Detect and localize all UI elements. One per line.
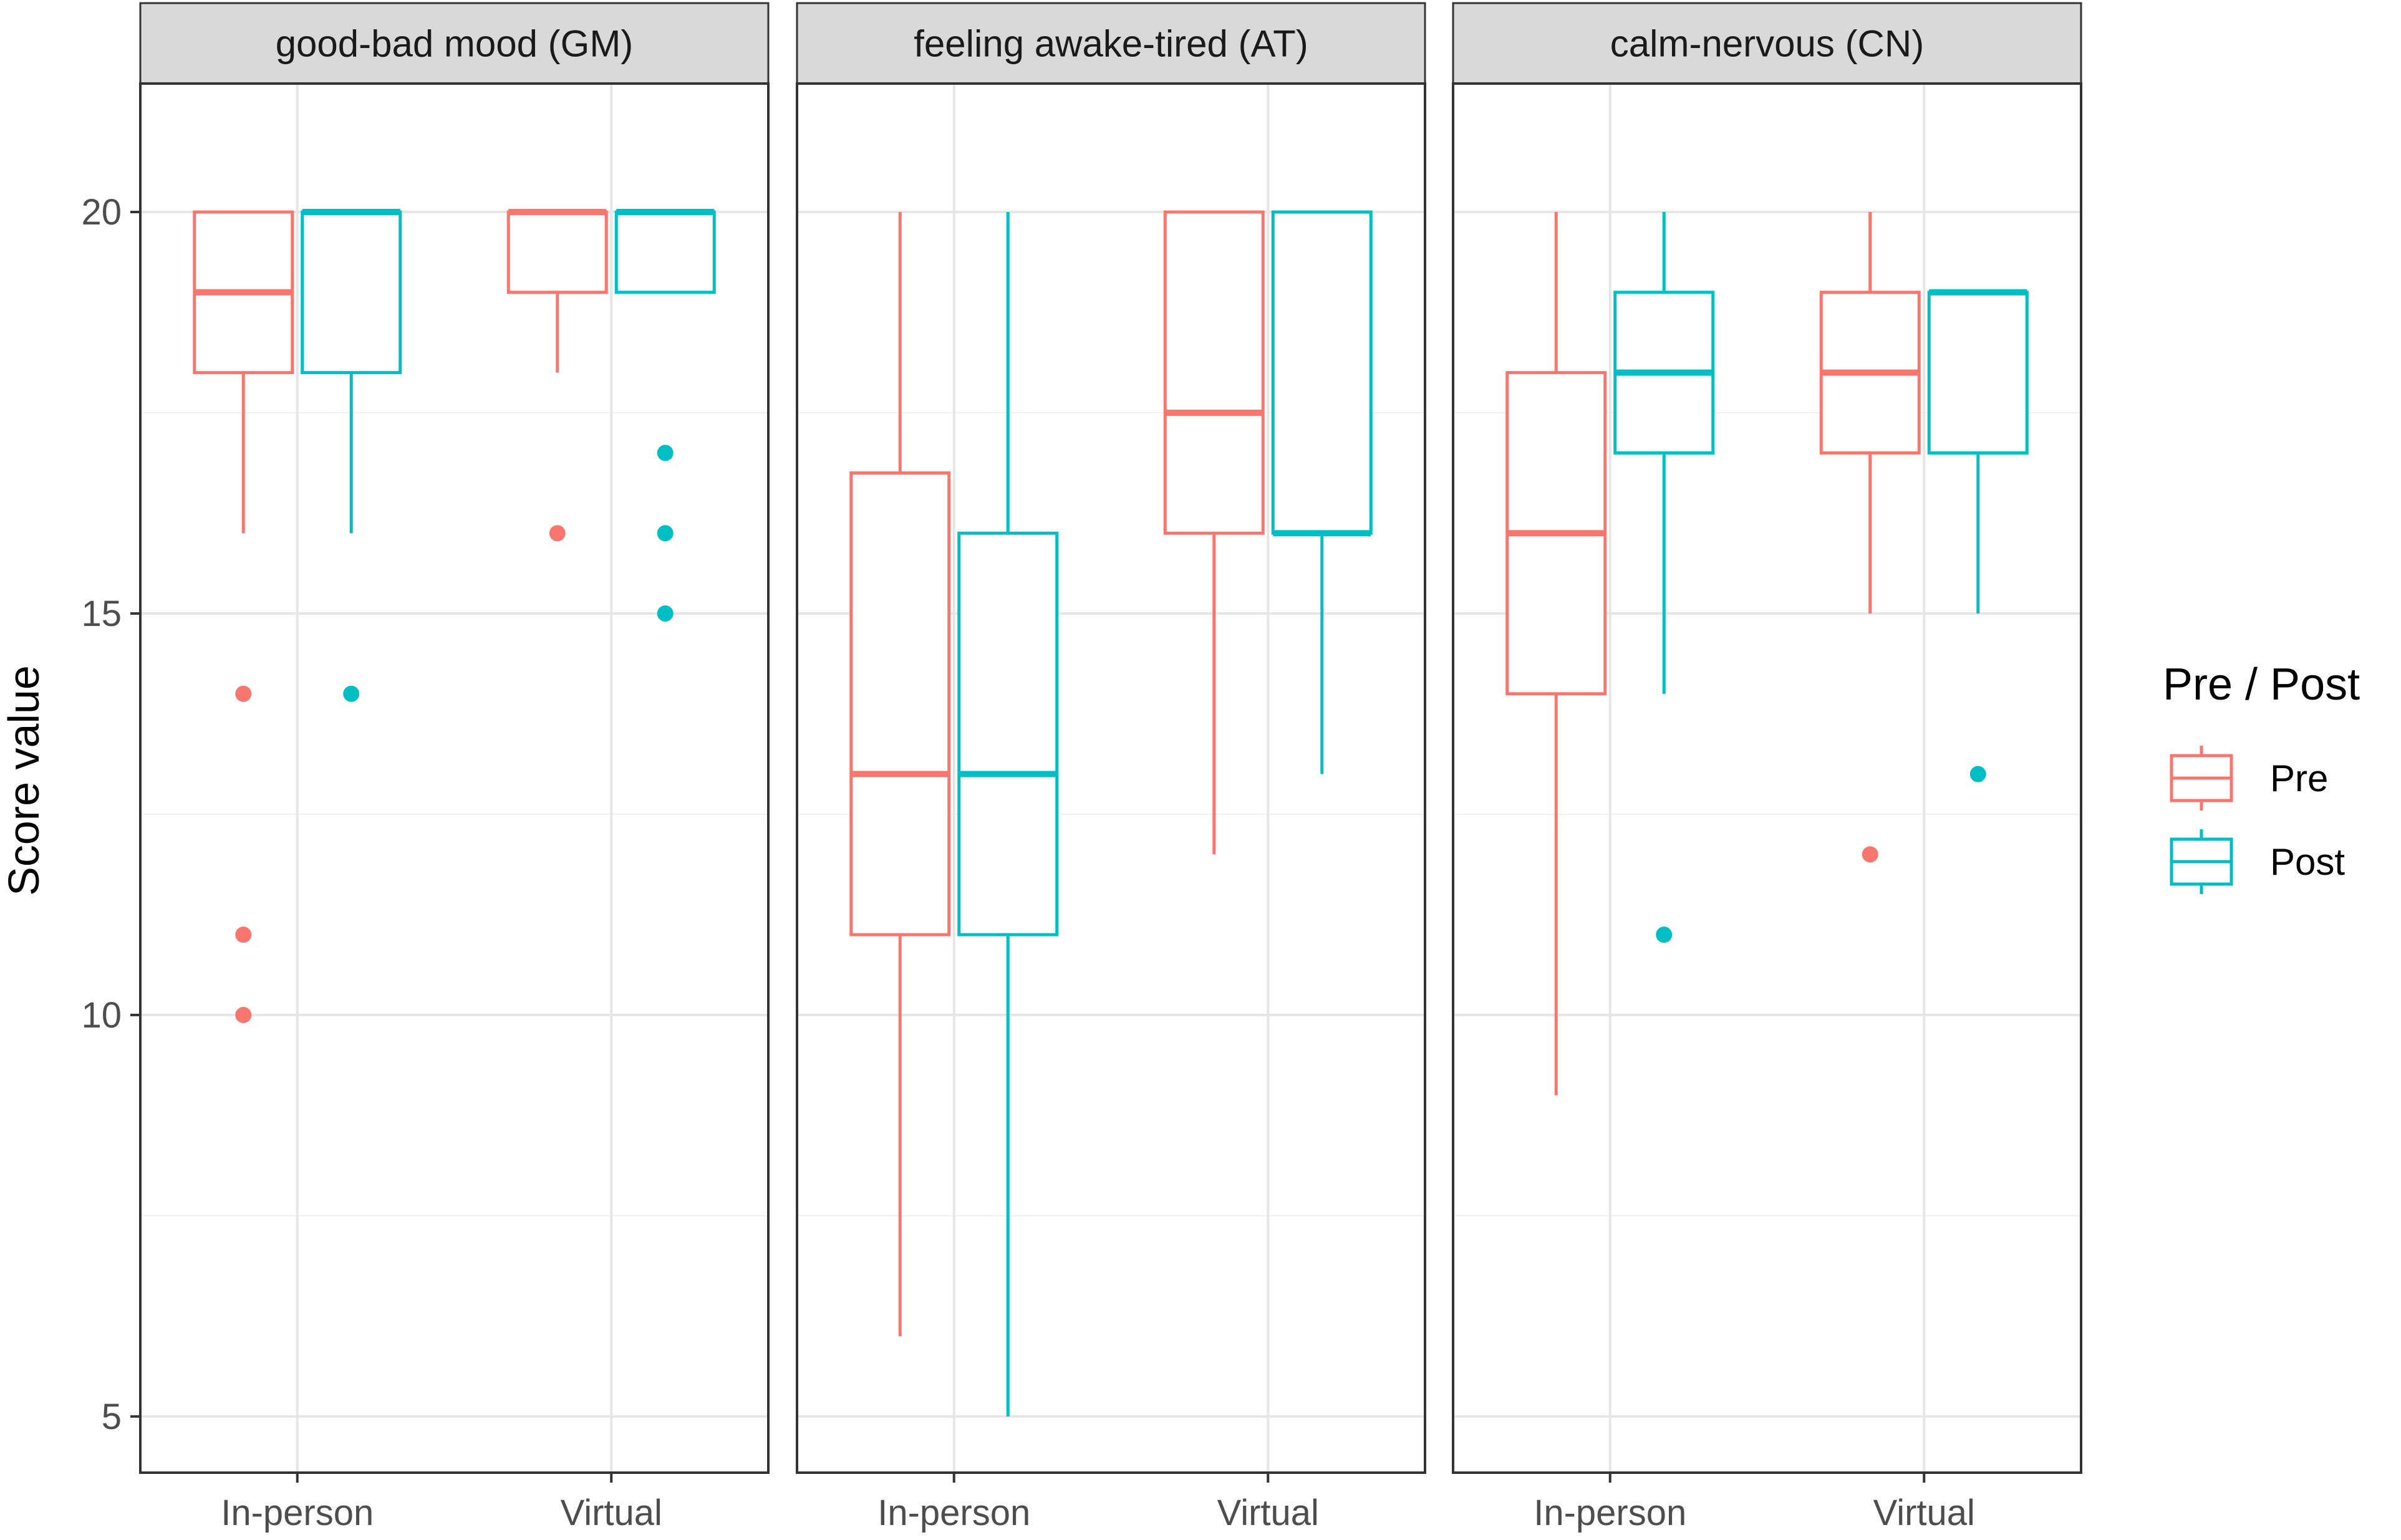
box-iqr (1927, 291, 2029, 455)
box-iqr (614, 210, 716, 294)
x-tick-label: In-person (1534, 1493, 1686, 1533)
panel-border (796, 82, 1426, 1474)
panel-strip (1452, 2, 2082, 85)
outlier-point (657, 605, 674, 622)
panel-border (139, 82, 770, 1474)
legend: Pre Post (2170, 746, 2345, 894)
box-inperson-post (301, 209, 402, 702)
box-inperson-pre (193, 210, 294, 1023)
outlier-point (343, 685, 360, 702)
outlier-point (235, 926, 252, 943)
outlier-point (657, 445, 674, 461)
legend-title: Pre / Post (2163, 660, 2360, 710)
x-tick-label: Virtual (561, 1493, 662, 1533)
y-tick-label: 5 (102, 1397, 122, 1437)
box-virtual-pre (1819, 212, 1921, 863)
outlier-point (1656, 926, 1673, 943)
legend-item-post: Post (2170, 829, 2345, 894)
outlier-point (235, 1006, 252, 1023)
panel-title: good-bad mood (GM) (276, 23, 634, 65)
y-axis: 5 10 15 20 (81, 192, 140, 1437)
box-iqr (1271, 210, 1373, 535)
box-inperson-pre (1505, 212, 1607, 1095)
panel-title: calm-nervous (CN) (1610, 23, 1924, 65)
outlier-point (549, 525, 566, 542)
box-inperson-post (957, 212, 1059, 1417)
x-tick-label: In-person (877, 1493, 1030, 1533)
legend-item-pre: Pre (2170, 746, 2328, 811)
panel-title: feeling awake-tired (AT) (914, 23, 1308, 65)
panel-strip (139, 2, 770, 85)
box-inperson-post (1613, 212, 1715, 943)
box-iqr (849, 471, 951, 936)
box-inperson-pre (849, 212, 951, 1337)
outlier-point (235, 685, 252, 702)
x-tick-label: In-person (221, 1493, 374, 1533)
panel-strip (796, 2, 1426, 85)
panel-3: calm-nervous (CN) In-person Virtual (1452, 2, 2082, 1533)
outlier-point (1862, 846, 1878, 863)
box-virtual-post (614, 209, 716, 622)
outlier-point (657, 525, 674, 542)
y-axis-title: Score value (0, 665, 48, 896)
x-tick-label: Virtual (1217, 1493, 1319, 1533)
box-iqr (957, 531, 1059, 936)
outlier-point (1969, 766, 1986, 782)
panel-1: good-bad mood (GM) In-person Virtual (139, 2, 770, 1533)
box-iqr (301, 210, 402, 375)
box-virtual-pre (506, 209, 608, 542)
y-tick-label: 20 (81, 192, 122, 233)
legend-label: Pre (2270, 758, 2328, 799)
x-tick-label: Virtual (1873, 1493, 1975, 1533)
panels-layer: good-bad mood (GM)In-person Virtualfeelin… (81, 2, 2082, 1533)
panel-2: feeling awake-tired (AT) In-person Virtual (796, 2, 1426, 1533)
box-virtual-pre (1163, 210, 1265, 855)
y-tick-label: 15 (81, 594, 122, 634)
panel-border (1452, 82, 2082, 1474)
box-iqr (506, 210, 608, 294)
legend-label: Post (2270, 841, 2345, 883)
box-iqr (1163, 210, 1265, 535)
box-virtual-post (1271, 210, 1373, 774)
box-virtual-post (1927, 289, 2029, 782)
y-tick-label: 10 (81, 995, 122, 1036)
